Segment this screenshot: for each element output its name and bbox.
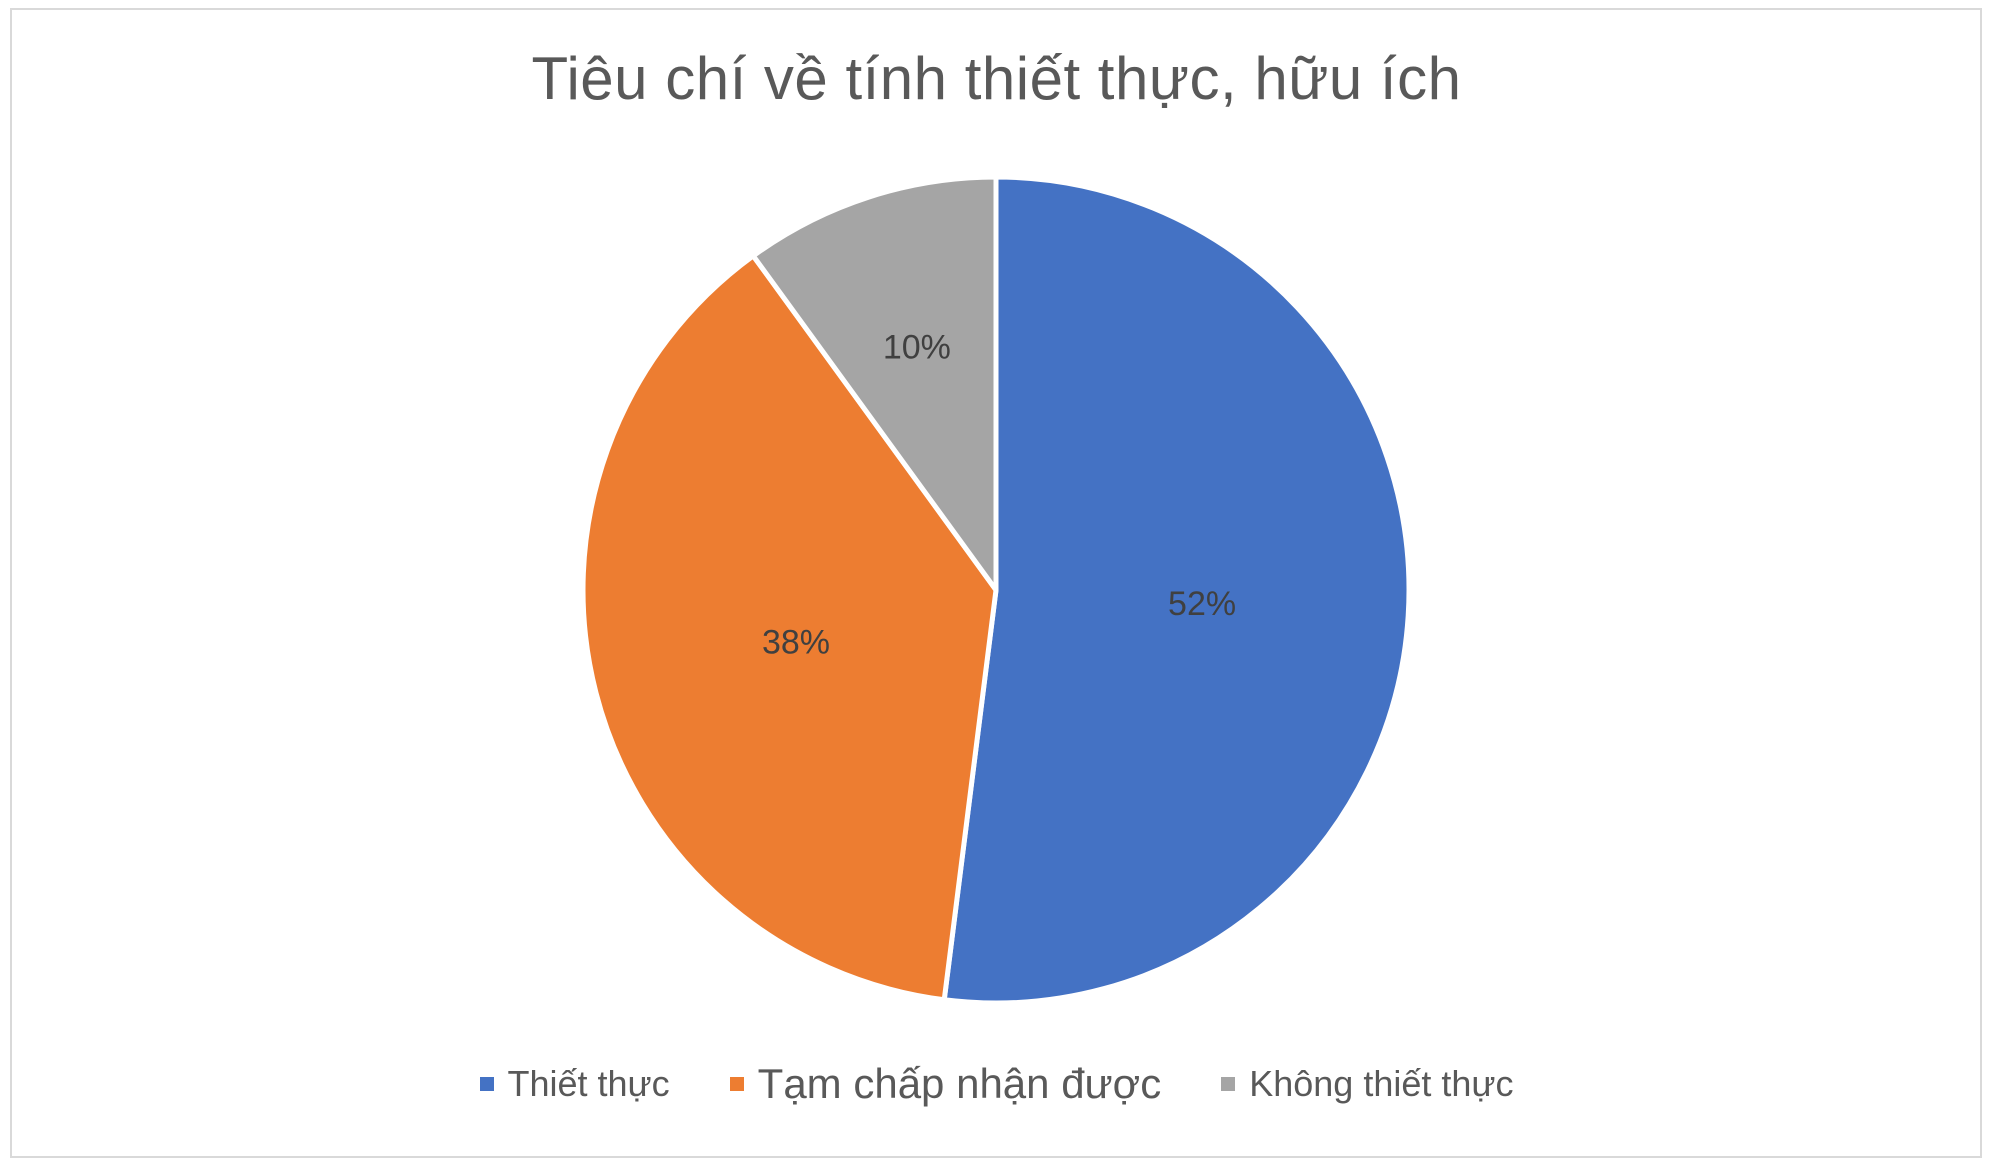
pie-slice-tam-chap-nhan xyxy=(580,253,999,1003)
legend-swatch-khong-thiet-thuc xyxy=(1221,1077,1236,1091)
legend-item-tam-chap-nhan: Tạm chấp nhận được xyxy=(729,1060,1162,1108)
data-label-khong-thiet-thuc: 10% xyxy=(883,328,951,366)
legend-swatch-thiet-thuc xyxy=(479,1077,494,1091)
legend-label-khong-thiet-thuc: Không thiết thực xyxy=(1249,1063,1514,1104)
legend-label-thiet-thuc: Thiết thực xyxy=(507,1063,670,1104)
legend-label-tam-chap-nhan: Tạm chấp nhận được xyxy=(757,1060,1162,1107)
legend-swatch-tam-chap-nhan xyxy=(729,1077,744,1091)
legend-item-thiet-thuc: Thiết thực xyxy=(479,1063,670,1105)
legend-item-khong-thiet-thuc: Không thiết thực xyxy=(1221,1063,1514,1105)
chart-title: Tiêu chí về tính thiết thực, hữu ích xyxy=(531,45,1462,112)
pie-slice-thiet-thuc xyxy=(941,174,1412,1006)
data-label-thiet-thuc: 52% xyxy=(1168,585,1236,623)
data-label-tam-chap-nhan: 38% xyxy=(762,623,830,661)
legend: Thiết thực Tạm chấp nhận được Không thiế… xyxy=(0,1060,1993,1108)
pie-slice-khong-thiet-thuc xyxy=(750,174,999,593)
